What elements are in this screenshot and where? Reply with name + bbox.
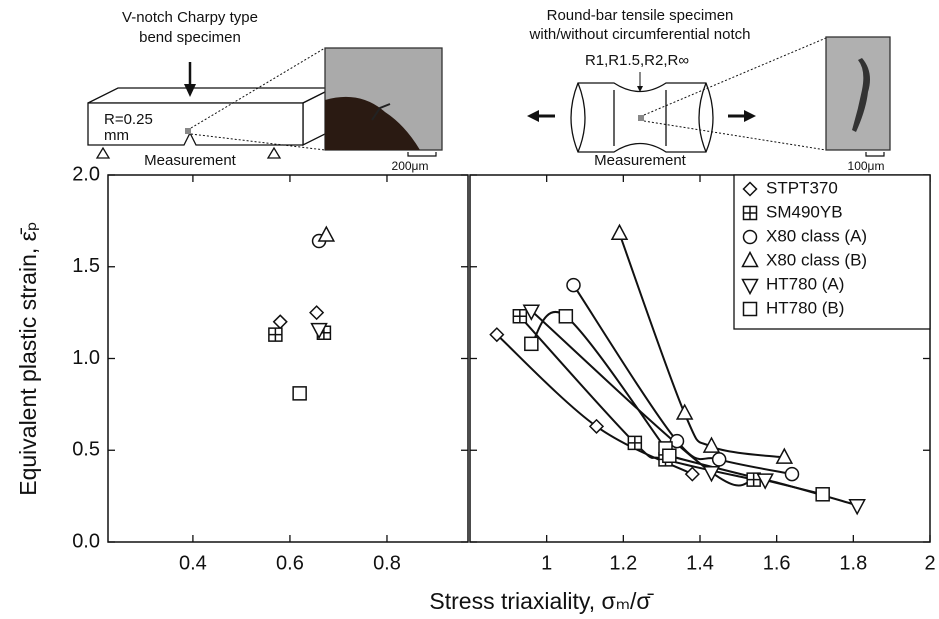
illustration-label: Measurement (144, 152, 237, 169)
marker (662, 448, 677, 464)
marker (522, 304, 541, 321)
marker (309, 305, 325, 321)
x-tick-label: 0.4 (179, 552, 207, 574)
marker (317, 225, 336, 242)
fit-curve (618, 233, 785, 459)
legend-label: X80 class (A) (766, 226, 867, 245)
x-tick-label: 1.6 (763, 552, 791, 574)
legend-marker (742, 181, 758, 197)
scale-label: 100μm (848, 159, 885, 173)
illustration-label: R=0.25 (104, 111, 153, 128)
marker (756, 473, 774, 490)
illustration-title: with/without circumferential notch (529, 26, 751, 43)
illustration-label: mm (104, 127, 129, 144)
illustration-title: Round-bar tensile specimen (547, 7, 734, 24)
x-tick-label: 0.8 (373, 552, 401, 574)
scale-label: 200μm (392, 159, 429, 173)
tensile-illustration (527, 36, 891, 157)
legend-label: HT780 (B) (766, 298, 844, 317)
marker (310, 322, 328, 340)
marker (669, 433, 685, 449)
legend-label: X80 class (B) (766, 250, 867, 269)
marker (566, 277, 581, 293)
marker (627, 435, 643, 451)
marker (512, 309, 528, 324)
illustration-label: R1,R1.5,R2,R∞ (585, 52, 689, 69)
x-tick-label: 1 (541, 552, 552, 574)
marker (558, 309, 574, 324)
marker (702, 436, 721, 453)
marker (489, 327, 505, 343)
marker (268, 327, 283, 342)
marker (675, 403, 694, 420)
legend-label: SM490YB (766, 202, 843, 221)
illustration-title: V-notch Charpy type (122, 9, 258, 26)
y-axis-label: Equivalent plastic strain, ε̄ₚ (15, 221, 41, 496)
marker (588, 418, 605, 434)
legend-box (733, 174, 931, 330)
legend-marker (742, 229, 758, 245)
x-tick-label: 0.6 (276, 552, 304, 574)
illustration-label: Measurement (594, 152, 687, 169)
marker (815, 487, 830, 502)
legend-label: STPT370 (766, 178, 838, 197)
x-tick-label: 1.2 (609, 552, 637, 574)
legend-marker (742, 301, 758, 317)
marker (711, 452, 727, 467)
x-axis-label: Stress triaxiality, σₘ/σ̄ (429, 588, 654, 614)
legend-marker (741, 250, 759, 268)
marker (848, 499, 866, 516)
marker (775, 447, 794, 464)
marker (272, 314, 288, 330)
y-tick-label: 0.5 (72, 439, 100, 461)
charpy-illustration (87, 47, 443, 159)
marker (746, 472, 761, 487)
illustration-title: bend specimen (139, 29, 241, 46)
legend-marker (741, 278, 759, 296)
marker (524, 336, 539, 352)
legend-marker (742, 205, 758, 221)
marker (784, 466, 800, 482)
marker (702, 466, 721, 483)
y-tick-label: 1.0 (72, 347, 100, 369)
x-tick-label: 1.8 (839, 552, 867, 574)
marker (684, 466, 700, 482)
x-tick-label: 2 (924, 552, 935, 574)
plot-frame (107, 174, 469, 543)
marker (292, 386, 307, 401)
marker (610, 223, 629, 240)
y-tick-label: 2.0 (72, 163, 100, 185)
legend-label: HT780 (A) (766, 274, 844, 293)
x-tick-label: 1.4 (686, 552, 714, 574)
y-tick-label: 1.5 (72, 255, 100, 277)
y-tick-label: 0.0 (72, 530, 100, 552)
